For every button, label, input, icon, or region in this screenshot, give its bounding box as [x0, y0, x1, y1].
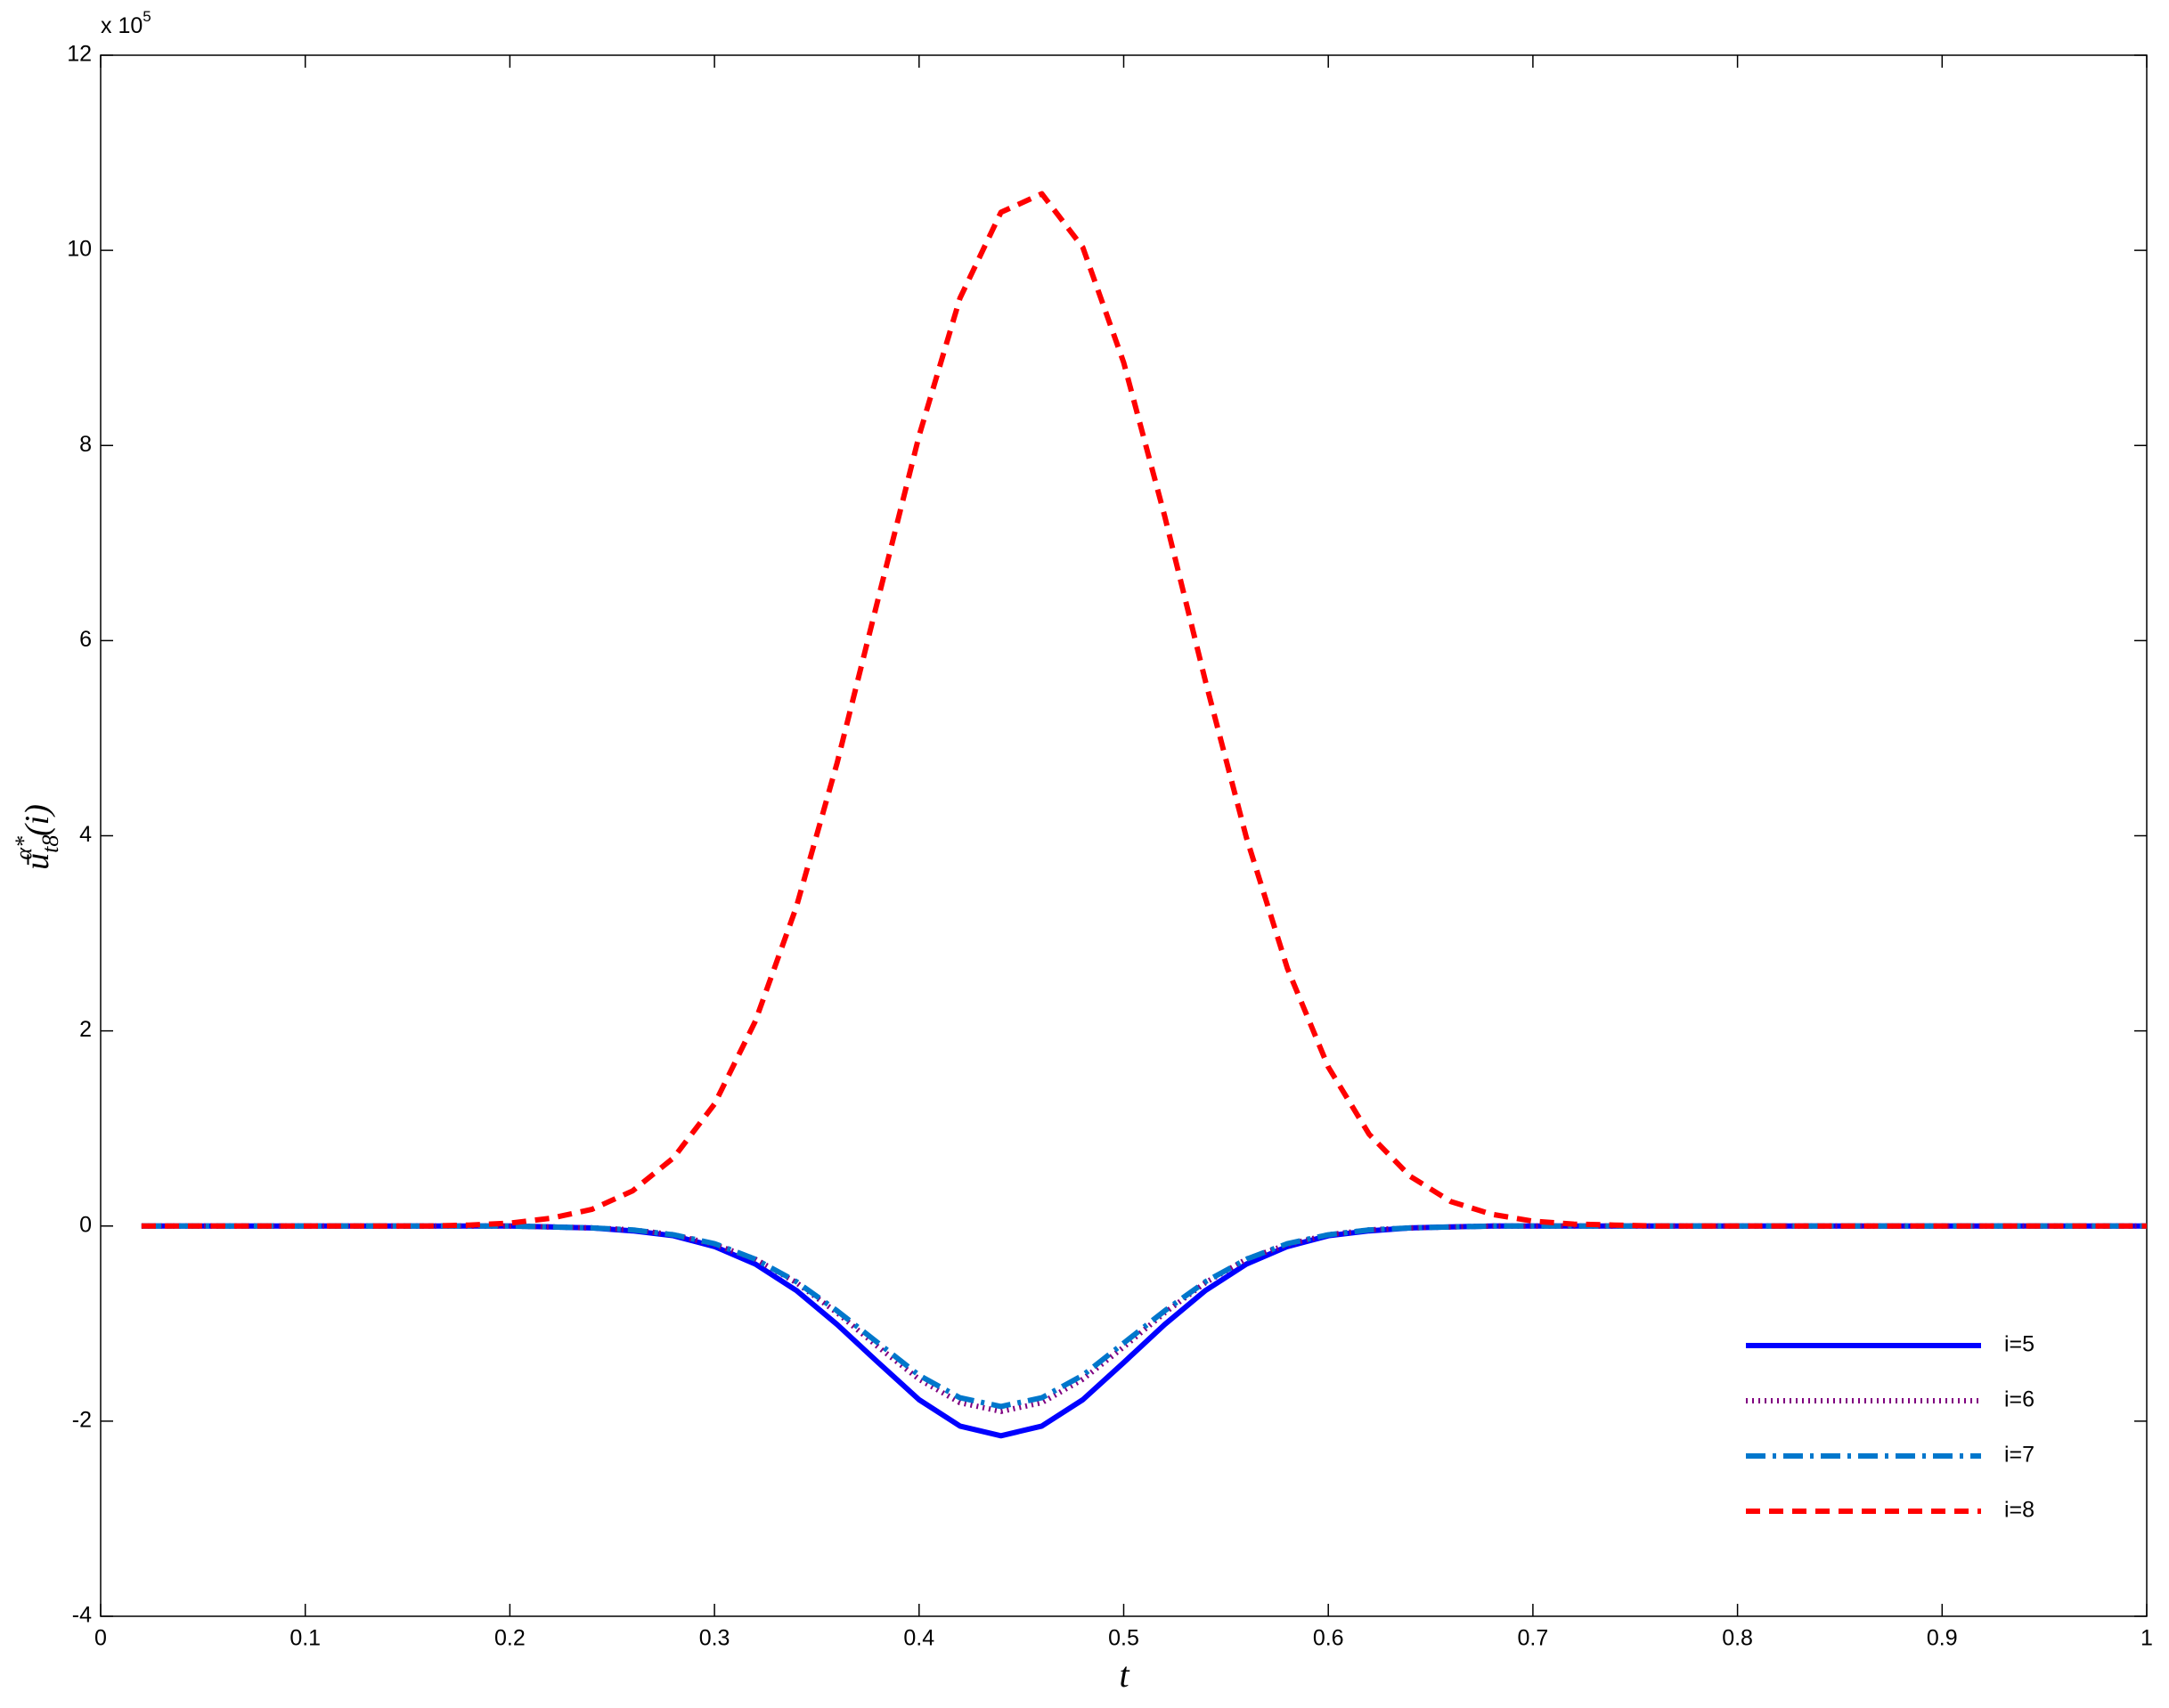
x-tick-label: 0.9: [1927, 1626, 1958, 1651]
multiplier-text: x 10: [101, 13, 143, 38]
x-tick-label: 0.1: [289, 1626, 321, 1651]
multiplier-exponent: 5: [143, 8, 151, 25]
x-tick-label: 0: [94, 1626, 107, 1651]
y-tick-label: 10: [67, 237, 92, 262]
plot-frame: [100, 54, 2148, 1617]
series-line: [141, 1223, 2147, 1414]
x-tick-label: 0.8: [1722, 1626, 1753, 1651]
y-tick-label: 4: [79, 822, 92, 847]
x-tick-label: 0.2: [494, 1626, 526, 1651]
x-tick-label: 0.7: [1518, 1626, 1549, 1651]
y-tick-label: -4: [72, 1603, 92, 1628]
y-tick-label: 0: [79, 1212, 92, 1237]
y-tick-label: -2: [72, 1407, 92, 1432]
y-tick-label: 2: [79, 1017, 92, 1042]
x-tick-label: 0.5: [1108, 1626, 1139, 1651]
y-tick-label: 12: [67, 42, 92, 67]
series-line: [141, 191, 2147, 1229]
y-label-sub: t8: [37, 835, 63, 853]
legend-label: i=7: [2004, 1443, 2034, 1468]
legend-label: i=8: [2004, 1498, 2034, 1523]
y-tick-label: 6: [79, 627, 92, 652]
x-tick-label: 0.6: [1313, 1626, 1344, 1651]
series-line: [141, 1223, 2147, 1410]
y-label-tail: (i): [19, 804, 56, 836]
x-tick-label: 1: [2140, 1626, 2153, 1651]
multiplier: x 105: [101, 8, 151, 37]
legend-label: i=6: [2004, 1387, 2034, 1412]
y-axis-label: ūt8α*(i): [11, 804, 63, 870]
y-label-sup: α*: [11, 836, 37, 860]
legend-label: i=5: [2004, 1332, 2034, 1357]
x-axis-label: t: [1119, 1655, 1129, 1695]
series-line: [141, 1223, 2147, 1439]
y-label-base: ū: [19, 853, 56, 870]
x-tick-label: 0.3: [699, 1626, 730, 1651]
x-tick-label: 0.4: [903, 1626, 934, 1651]
y-tick-label: 8: [79, 432, 92, 457]
